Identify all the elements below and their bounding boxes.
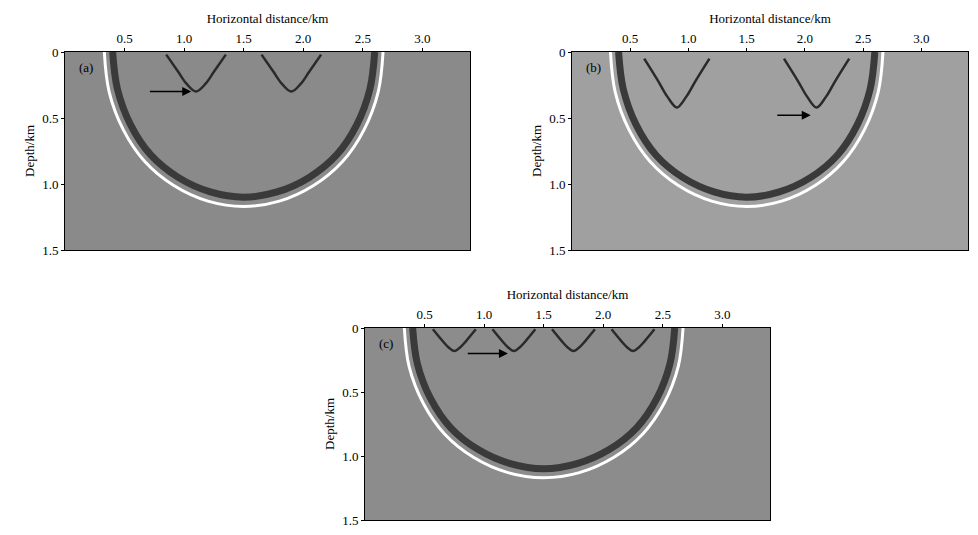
svg-text:0.5: 0.5 xyxy=(549,111,565,126)
svg-text:(b): (b) xyxy=(586,60,601,75)
svg-text:1.0: 1.0 xyxy=(342,449,358,464)
svg-text:2.0: 2.0 xyxy=(295,31,311,46)
svg-text:3.0: 3.0 xyxy=(913,31,929,46)
svg-text:Horizontal distance/km: Horizontal distance/km xyxy=(207,11,329,26)
svg-text:0.5: 0.5 xyxy=(622,31,638,46)
svg-text:3.0: 3.0 xyxy=(714,307,730,322)
svg-text:1.5: 1.5 xyxy=(739,31,755,46)
svg-text:0: 0 xyxy=(559,45,566,60)
svg-text:0.5: 0.5 xyxy=(116,31,132,46)
svg-text:1.0: 1.0 xyxy=(42,177,58,192)
svg-text:(a): (a) xyxy=(79,60,93,75)
svg-text:(c): (c) xyxy=(379,336,393,351)
svg-text:1.5: 1.5 xyxy=(342,513,358,528)
svg-text:0.5: 0.5 xyxy=(342,385,358,400)
svg-text:2.5: 2.5 xyxy=(855,31,871,46)
svg-text:2.5: 2.5 xyxy=(655,307,671,322)
svg-text:Horizontal distance/km: Horizontal distance/km xyxy=(709,11,831,26)
svg-text:Depth/km: Depth/km xyxy=(529,125,544,177)
svg-text:Depth/km: Depth/km xyxy=(22,125,37,177)
svg-text:1.5: 1.5 xyxy=(236,31,252,46)
svg-text:0.5: 0.5 xyxy=(42,111,58,126)
svg-text:0.5: 0.5 xyxy=(416,307,432,322)
svg-text:2.0: 2.0 xyxy=(797,31,813,46)
svg-text:0: 0 xyxy=(52,45,59,60)
svg-text:1.0: 1.0 xyxy=(549,177,565,192)
svg-text:2.5: 2.5 xyxy=(355,31,371,46)
svg-text:1.0: 1.0 xyxy=(680,31,696,46)
svg-text:2.0: 2.0 xyxy=(595,307,611,322)
svg-text:Horizontal distance/km: Horizontal distance/km xyxy=(507,287,629,302)
svg-text:1.5: 1.5 xyxy=(536,307,552,322)
svg-text:1.5: 1.5 xyxy=(549,243,565,258)
svg-text:1.0: 1.0 xyxy=(476,307,492,322)
svg-text:Depth/km: Depth/km xyxy=(322,398,337,450)
svg-text:0: 0 xyxy=(352,321,359,336)
svg-text:1.5: 1.5 xyxy=(42,243,58,258)
svg-text:3.0: 3.0 xyxy=(414,31,430,46)
svg-text:1.0: 1.0 xyxy=(176,31,192,46)
